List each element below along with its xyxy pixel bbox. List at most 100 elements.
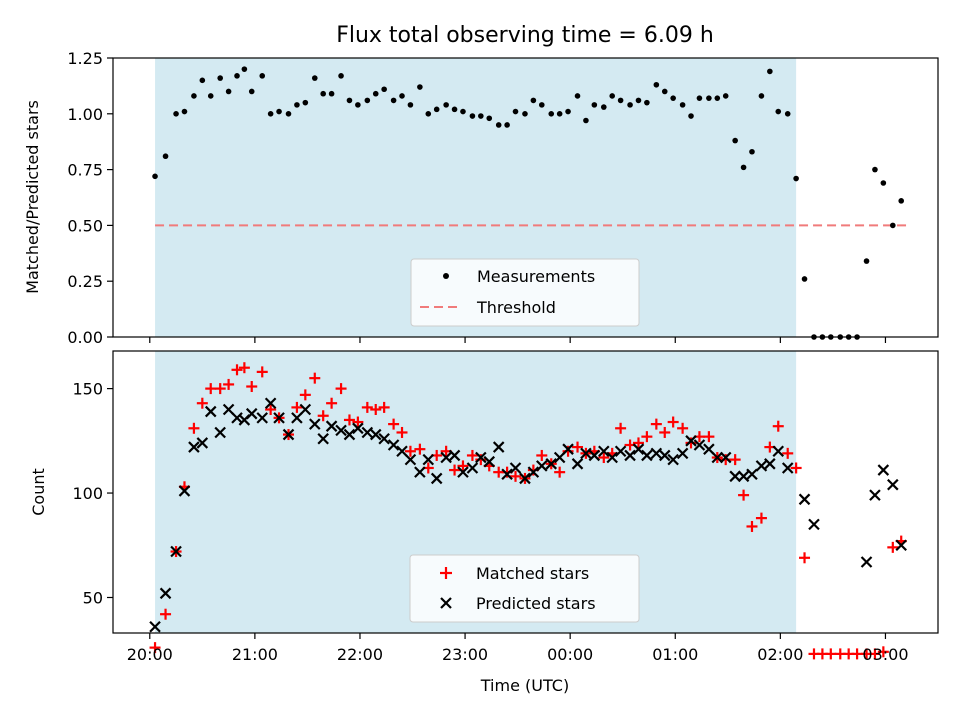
measurement-point <box>425 111 432 117</box>
matched-star-point <box>291 401 303 413</box>
predicted-star-point <box>369 428 382 441</box>
predicted-star-point <box>632 443 645 455</box>
matched-star-point <box>650 418 662 430</box>
matched-star-point <box>214 383 226 395</box>
matched-star-point <box>466 449 478 461</box>
measurement-point <box>234 73 240 79</box>
predicted-star-point <box>466 462 479 474</box>
measurement-point <box>217 75 223 81</box>
predicted-star-point <box>245 407 258 420</box>
predicted-star-point <box>361 426 374 439</box>
bottom-legend: Matched stars Predicted stars <box>409 554 640 623</box>
measurement-point <box>749 148 755 155</box>
predicted-star-point <box>178 485 191 497</box>
matched-star-point <box>160 608 172 620</box>
top-axes-frame <box>112 57 939 338</box>
matched-star-point <box>352 416 364 428</box>
matched-star-point <box>326 397 338 409</box>
predicted-star-point <box>887 478 899 491</box>
top-y-tick-label: 1.00 <box>67 105 103 124</box>
predicted-star-point <box>282 428 295 441</box>
predicted-star-point <box>475 451 487 464</box>
matched-star-point <box>825 648 837 660</box>
top-legend: Measurements Threshold <box>410 258 640 327</box>
measurement-point <box>512 108 519 115</box>
measurement-point <box>495 122 502 128</box>
legend-matched-label: Matched stars <box>476 564 589 583</box>
matched-star-point <box>265 403 277 415</box>
measurement-point <box>784 111 791 117</box>
top-y-tick-label: 1.25 <box>67 49 103 68</box>
matched-star-point <box>755 512 767 524</box>
measurement-point <box>355 102 361 108</box>
measurement-point <box>259 73 266 79</box>
matched-star-point <box>659 426 671 438</box>
matched-star-point <box>396 426 408 438</box>
matched-star-point <box>223 378 235 390</box>
predicted-star-point <box>737 470 750 483</box>
predicted-star-point <box>273 412 285 424</box>
top-y-axis-label: Matched/Predicted stars <box>23 100 42 294</box>
top-chart-title: Flux total observing time = 6.09 h <box>336 23 714 48</box>
predicted-star-point <box>159 587 172 600</box>
measurement-point <box>898 198 905 204</box>
matched-star-point <box>729 454 741 466</box>
matched-star-point <box>746 520 758 532</box>
predicted-star-point <box>755 460 768 472</box>
predicted-star-point <box>545 458 558 470</box>
measurement-point <box>600 104 607 110</box>
top-y-tick-label: 0.00 <box>67 328 103 347</box>
measurement-point <box>486 115 493 122</box>
matched-star-point <box>869 648 881 660</box>
measurement-point <box>248 88 255 95</box>
legend-threshold-label: Threshold <box>476 298 556 317</box>
matched-star-point <box>572 441 584 453</box>
predicted-star-point <box>149 620 161 633</box>
bottom-panel: 50 100 150 20:00 21:00 22:00 23:00 00:00 01:00 0… <box>29 350 939 695</box>
measurement-point <box>801 276 808 282</box>
predicted-star-point <box>527 466 540 478</box>
measurement-point <box>714 95 721 101</box>
measurement-point <box>267 111 274 117</box>
bottom-y-tick-label: 150 <box>72 380 103 399</box>
measurement-point <box>417 84 423 90</box>
matched-star-point <box>188 422 200 434</box>
predicted-star-point <box>440 451 452 464</box>
predicted-star-point <box>650 447 663 460</box>
predicted-star-point <box>387 439 400 451</box>
predicted-star-point <box>404 453 417 466</box>
matched-star-point <box>536 449 548 461</box>
predicted-star-point <box>658 449 671 462</box>
bottom-x-tick-label: 20:00 <box>127 645 173 664</box>
measurement-point <box>767 68 773 75</box>
matched-star-point <box>851 648 863 660</box>
matched-star-point <box>370 403 382 415</box>
bottom-y-tick-label: 50 <box>83 588 103 607</box>
predicted-star-point <box>869 489 881 501</box>
measurement-point <box>574 93 581 99</box>
predicted-star-point <box>170 545 182 558</box>
predicted-star-point <box>562 443 574 455</box>
predicted-star-point <box>614 445 627 458</box>
measurement-point <box>775 108 782 115</box>
matched-star-point <box>615 422 627 434</box>
bottom-y-tick-label: 100 <box>72 484 103 503</box>
measurement-point <box>364 97 371 104</box>
matched-star-point <box>475 454 487 466</box>
matched-star-point <box>388 418 400 430</box>
measurement-point <box>191 93 197 99</box>
predicted-star-point <box>519 472 531 485</box>
predicted-star-point <box>719 451 732 464</box>
matched-star-point <box>196 397 208 409</box>
legend-measurements-label: Measurements <box>477 267 595 286</box>
measurement-point <box>609 93 616 99</box>
measurement-point <box>311 75 318 81</box>
measurement-point <box>758 93 765 99</box>
matched-star-point <box>510 470 522 482</box>
predicted-star-point <box>396 445 408 458</box>
bottom-x-tick-label: 21:00 <box>232 645 278 664</box>
measurement-point <box>670 95 676 101</box>
bottom-legend-box <box>409 554 640 623</box>
measurement-point <box>793 175 799 182</box>
